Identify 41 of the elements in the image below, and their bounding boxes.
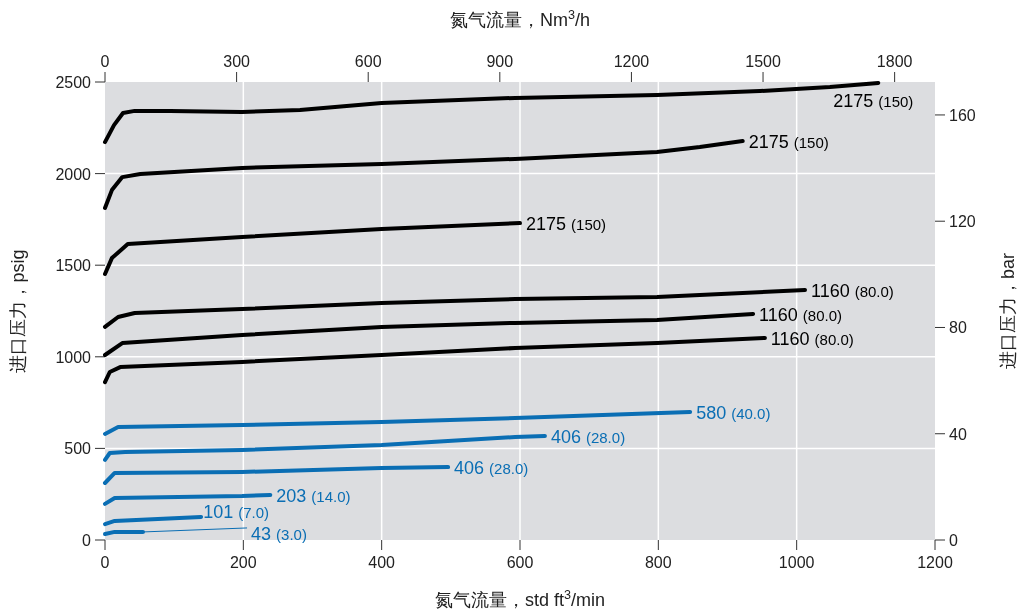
series-label: 1160 (80.0) (759, 304, 842, 325)
x2-tick-label: 0 (100, 53, 110, 70)
y2-tick-label: 0 (949, 532, 958, 549)
x-tick-label: 400 (368, 554, 396, 571)
x2-tick-label: 1500 (745, 53, 781, 70)
x-tick-label: 0 (100, 554, 110, 571)
y-tick-label: 2000 (55, 165, 92, 183)
series-label: 1160 (80.0) (810, 280, 894, 301)
x-tick-label: 600 (506, 554, 534, 571)
series-label: 2175 (150) (833, 90, 914, 111)
y-tick-label: 0 (82, 532, 92, 549)
series-label: 203 (14.0) (276, 485, 351, 506)
y-tick-label: 1500 (55, 257, 92, 275)
series-label: 580 (40.0) (696, 402, 771, 423)
y-axis-title: 进口压力，psig (8, 249, 28, 373)
x2-tick-label: 1800 (876, 53, 913, 70)
series-label: 406 (28.0) (454, 458, 529, 479)
x-tick-label: 1000 (778, 554, 815, 571)
text: 43 (3.0) (251, 523, 307, 544)
x-tick-label: 200 (229, 554, 257, 571)
series-label: 1160 (80.0) (770, 328, 854, 349)
y2-tick-label: 80 (949, 319, 967, 337)
x2-tick-label: 1200 (613, 53, 650, 70)
series-label: 2175 (150) (526, 214, 607, 235)
y-tick-label: 2500 (55, 74, 92, 91)
series-label: 101 (7.0) (203, 501, 270, 522)
series-label: 2175 (150) (748, 131, 829, 152)
x-axis-title: 氮气流量，std ft$^{3}$/min (434, 588, 606, 610)
x2-tick-label: 600 (354, 53, 382, 70)
y2-axis-title: 进口压力，bar (998, 252, 1018, 370)
x-tick-label: 1200 (917, 554, 953, 571)
x-tick-label: 800 (644, 554, 672, 571)
x2-tick-label: 300 (223, 53, 251, 70)
x2-axis-title: 氮气流量，Nm$^{3}$/h (449, 8, 591, 30)
x2-tick-label: 900 (486, 53, 514, 70)
y-tick-label: 500 (64, 440, 92, 458)
y2-tick-label: 160 (949, 106, 976, 124)
y-tick-label: 1000 (55, 348, 92, 366)
y2-tick-label: 120 (949, 213, 976, 231)
y2-tick-label: 40 (949, 425, 967, 443)
series-label: 406 (28.0) (550, 426, 626, 447)
